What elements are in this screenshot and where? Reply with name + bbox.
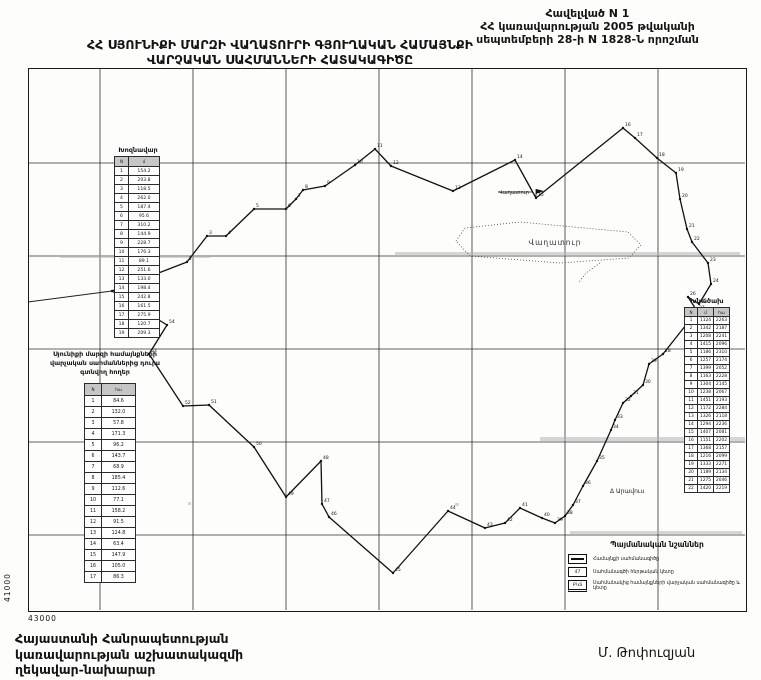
village-label: Վաղատուր (528, 238, 582, 247)
legend-item-label: Սահմանակից համայնքների վարչական սահմանագ… (593, 581, 741, 591)
boundary-table-khoznavar-title: Խոզնավար (118, 146, 158, 154)
decree-reference: Հավելված N 1 ՀՀ կառավարության 2005 թվակա… (420, 7, 755, 46)
decree-reference-line: ՀՀ կառավարության 2005 թվականի (480, 20, 695, 33)
legend-item-label: Համայնքի սահմանագիծը (593, 556, 660, 562)
decree-reference-line: սեպտեմբերի 28-ի N 1828-Ն որոշման (476, 33, 699, 46)
footer-agency-line: Հայաստանի Հանրապետության (15, 631, 229, 646)
page-title-line1: ՀՀ ՍՅՈՒՆԻՔԻ ՄԱՐԶԻ ՎԱՂԱՏՈՒՐԻ ԳՅՈՒՂԱԿԱՆ ՀԱ… (87, 37, 473, 52)
map-frame (28, 68, 747, 612)
outside-lands-table-title: Սյունիքի մարզի համայնքների վարչական սահմ… (25, 350, 185, 377)
neighbor-community-label: Δ Արավուս (610, 488, 644, 495)
adjacent-boundary-icon: ԲԿՏ (568, 580, 587, 592)
signature: Մ. Թոփուզյան (598, 646, 696, 661)
neighbor-community-name: Արավուս (616, 488, 645, 495)
page-title: ՀՀ ՍՅՈՒՆԻՔԻ ՄԱՐԶԻ ՎԱՂԱՏՈՒՐԻ ԳՅՈՒՂԱԿԱՆ ՀԱ… (55, 37, 505, 67)
boundary-table-khnatsakh-title: Խնածախ (690, 297, 724, 305)
triangulation-icon: Δ (610, 488, 615, 495)
legend-item-adjacent-boundary: ԲԿՏ Սահմանակից համայնքների վարչական սահմ… (568, 580, 746, 592)
boundary-point-icon: 47 (568, 567, 587, 577)
outside-lands-title-line: Սյունիքի մարզի համայնքների (53, 350, 157, 358)
legend-item-boundary: Համայնքի սահմանագիծը (568, 554, 746, 564)
outside-lands-title-line: գտնվող հողեր (80, 368, 130, 376)
decree-reference-line: Հավելված N 1 (545, 7, 630, 20)
footer-agency-line: կառավարության աշխատակազմի (15, 646, 244, 662)
footer-agency: Հայաստանի Հանրապետության կառավարության ա… (15, 631, 243, 678)
legend-title: Պայմանական նշաններ (610, 540, 704, 549)
legend: Պայմանական նշաններ Համայնքի սահմանագիծը … (568, 540, 746, 595)
page-title-line2: ՎԱՐՉԱԿԱՆ ՍԱՀՄԱՆՆԵՐԻ ՀԱՏԱԿԱԳԻԾԸ (146, 52, 414, 67)
footer-agency-line: ղեկավար-նախարար (15, 662, 156, 677)
axis-y-label: 41000 (3, 573, 12, 602)
outside-lands-title-line: վարչական սահմաններից դուրս (49, 359, 161, 367)
legend-item-boundary-point: 47 Սահմանագծի հերթական կետը (568, 567, 746, 577)
boundary-line-icon (568, 554, 587, 564)
axis-x-label: 43000 (28, 614, 57, 623)
legend-item-label: Սահմանագծի հերթական կետը (593, 569, 674, 575)
